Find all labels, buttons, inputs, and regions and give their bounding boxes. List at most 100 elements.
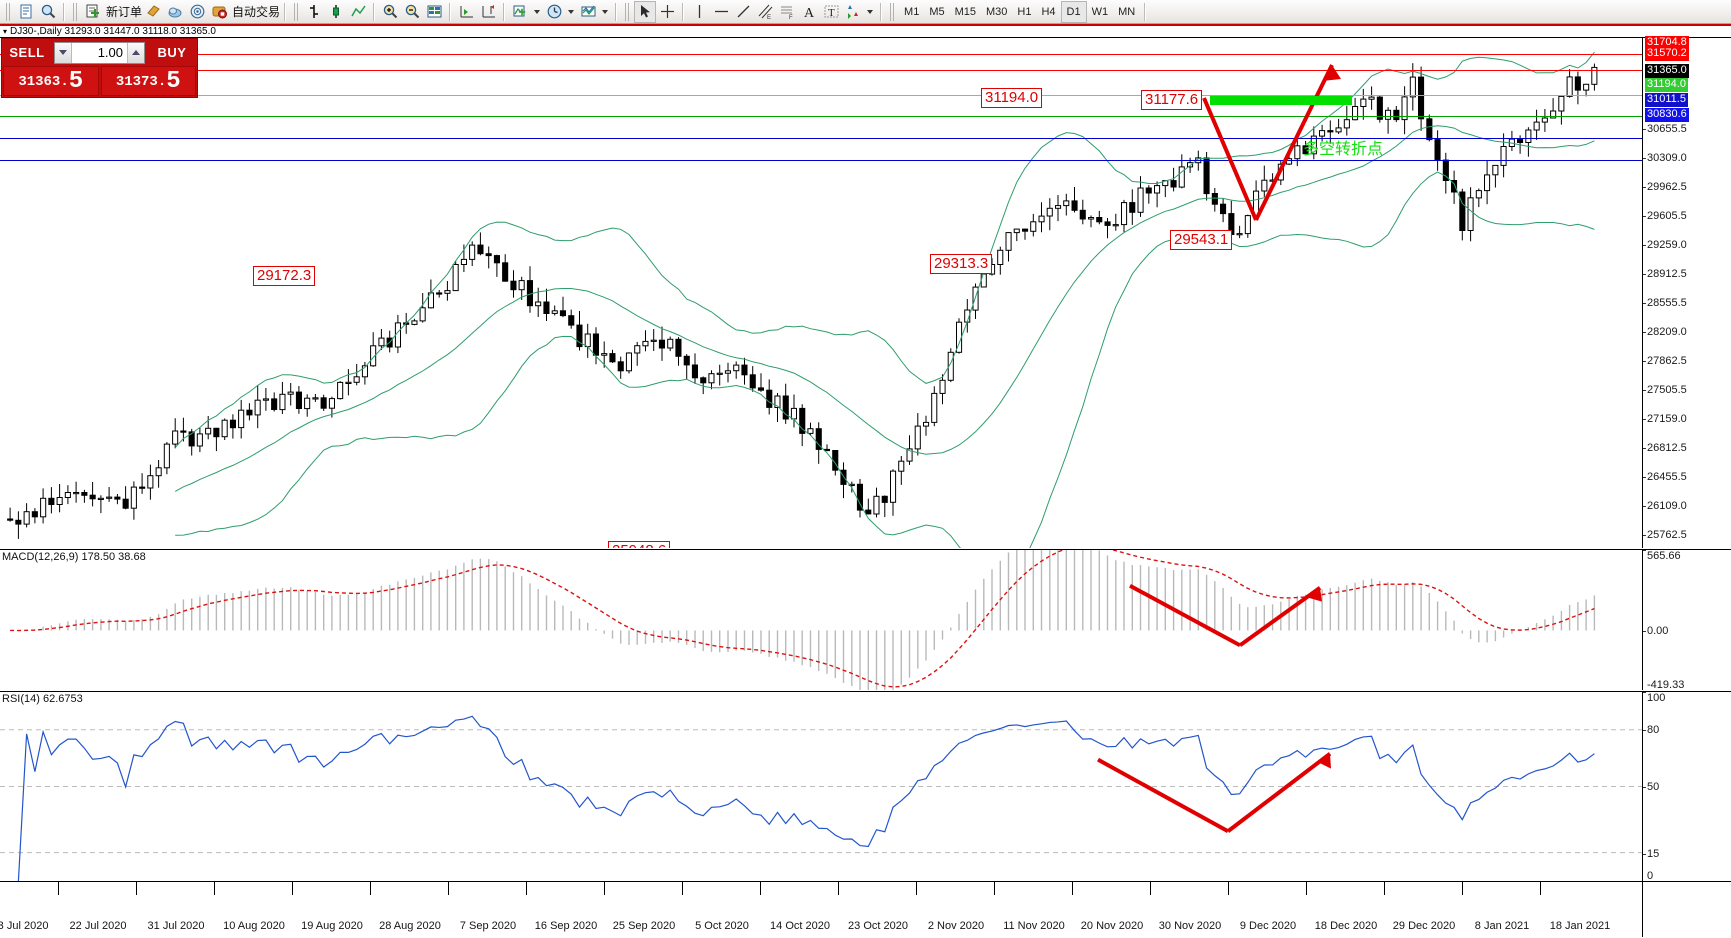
level-line-31570[interactable] [0,70,1642,71]
timeframe-h4[interactable]: H4 [1041,5,1056,18]
new-order-label: 新订单 [106,5,143,19]
horizontal-line-icon[interactable] [710,1,732,23]
new-order-icon[interactable] [82,1,104,23]
rsi-axis[interactable]: 100 80 50 15 0 [1642,692,1731,883]
chart-container[interactable]: 29172.3 25948.6 29313.3 31194.0 31177.6 … [0,35,1731,937]
time-axis-separator [760,882,761,895]
timeframe-mn[interactable]: MN [1118,5,1136,18]
time-axis[interactable]: 13 Jul 2020 22 Jul 2020 31 Jul 2020 10 Aug … [0,882,1642,938]
one-click-trading-panel[interactable]: SELL 1.00 BUY 31363. 5 31373. 5 [1,38,198,98]
macd-pane[interactable]: MACD(12,26,9) 178.50 38.68 565.66 0.00 -41… [0,549,1731,692]
chart-shift-icon[interactable] [455,1,477,23]
level-line-31194[interactable] [0,116,1642,117]
crosshair-icon[interactable] [656,1,678,23]
signal-icon[interactable] [186,1,208,23]
templates-icon[interactable] [577,1,599,23]
sell-price[interactable]: 31363. 5 [3,66,99,96]
timeframe-w1[interactable]: W1 [1091,5,1109,18]
price-tick-label: 25762.5 [1647,528,1687,541]
zoom-out-icon[interactable] [401,1,423,23]
price-level-label-31011-5[interactable]: 31011.5 [1645,92,1688,107]
new-chart-icon[interactable] [15,1,37,23]
price-pane[interactable]: 29172.3 25948.6 29313.3 31194.0 31177.6 … [0,35,1731,548]
svg-text:F: F [789,15,793,20]
macd-axis[interactable]: 565.66 0.00 -419.33 [1642,550,1731,692]
templates-chevron-down-icon[interactable] [602,9,609,14]
period-clock-icon[interactable] [543,1,565,23]
rsi-label: RSI(14) 62.6753 [2,693,83,705]
green-highlight-rectangle[interactable] [1210,96,1352,105]
ann-31177[interactable]: 31177.6 [1141,90,1203,110]
shapes-chevron-down-icon[interactable] [867,9,874,14]
rsi-pane[interactable]: RSI(14) 62.6753 100 80 50 15 0 [0,691,1731,883]
line-chart-icon[interactable] [347,1,369,23]
volume-decrease-button[interactable] [55,42,72,63]
level-line-30830[interactable] [0,160,1642,161]
ann-31194[interactable]: 31194.0 [981,88,1043,108]
time-axis-pane[interactable]: 13 Jul 2020 22 Jul 2020 31 Jul 2020 10 Aug … [0,881,1731,937]
price-axis[interactable]: 31704.8 31570.2 31365.0 31194.0 31011.5 30830… [1642,35,1731,548]
equidistant-channel-icon[interactable]: E [754,1,776,23]
timeframe-m30[interactable]: M30 [986,5,1008,18]
candlestick-chart-icon[interactable] [325,1,347,23]
volume-input[interactable]: 1.00 [72,42,127,63]
trendline-icon[interactable] [732,1,754,23]
price-level-label-31194-0[interactable]: 31194.0 [1645,77,1688,92]
toolbar-grip-3[interactable] [294,2,300,21]
auto-scroll-icon[interactable] [477,1,499,23]
volume-stepper[interactable]: 1.00 [54,41,145,64]
rsi-tick-mark [1643,853,1646,855]
ann-29543[interactable]: 29543.1 [1170,230,1233,250]
timeframe-m1[interactable]: M1 [904,5,920,18]
timeframe-d1[interactable]: D1 [1060,0,1087,23]
toolbar-separator-7 [682,2,685,21]
cursor-icon[interactable] [634,0,657,23]
chart-symbol-bar[interactable]: ▾ DJ30-,Daily 31293.0 31447.0 31118.0 31… [0,24,1731,38]
indicators-icon[interactable] [509,1,531,23]
timeframe-m5[interactable]: M5 [929,5,945,18]
data-window-icon[interactable] [423,1,445,23]
buy-price[interactable]: 31373. 5 [100,66,196,96]
toolbar-grip-4[interactable] [625,2,631,21]
text-label-icon[interactable]: T [820,1,842,23]
ann-29172[interactable]: 29172.3 [253,266,316,286]
text-icon[interactable]: A [798,1,820,23]
shapes-arrows-icon[interactable] [842,1,864,23]
ann-25948[interactable]: 25948.6 [608,541,671,548]
fibonacci-retracement-icon[interactable]: F [776,1,798,23]
volume-increase-button[interactable] [127,42,144,63]
metaeditor-icon[interactable] [142,1,164,23]
zoom-in-icon[interactable] [379,1,401,23]
rsi-plot-area[interactable] [0,692,1642,881]
price-level-label-31570-2[interactable]: 31570.2 [1645,46,1689,61]
view-magnifier-icon[interactable] [37,1,59,23]
macd-trendline-drawings[interactable] [0,550,1642,690]
rsi-tick-label: 50 [1647,781,1660,793]
auto-trading-icon[interactable] [208,1,230,23]
period-chevron-down-icon[interactable] [568,9,575,14]
timeframe-m15[interactable]: M15 [954,5,976,18]
level-line-31011[interactable] [0,138,1642,139]
bar-chart-icon[interactable] [303,1,325,23]
price-plot-area[interactable]: 29172.3 25948.6 29313.3 31194.0 31177.6 … [0,38,1642,548]
chart-menu-arrow-icon[interactable]: ▾ [3,27,8,36]
toolbar-grip-5[interactable] [890,2,896,21]
price-level-label-30830-6[interactable]: 30830.6 [1645,107,1689,122]
price-level-label-31704-8[interactable]: 31704.8 [1645,35,1689,50]
chinese-note-turning-point[interactable]: 多空转折点 [1303,139,1384,158]
sell-button[interactable]: SELL [9,45,45,60]
ann-29313[interactable]: 29313.3 [930,254,993,274]
toolbar-grip[interactable] [6,2,11,21]
price-level-label-31365-0[interactable]: 31365.0 [1645,63,1689,78]
level-line-31704[interactable] [0,54,1642,55]
indicators-chevron-down-icon[interactable] [534,9,541,14]
macd-plot-area[interactable] [0,550,1642,690]
price-candles [7,51,1598,548]
buy-button[interactable]: BUY [157,45,187,60]
vertical-line-icon[interactable] [688,1,710,23]
toolbar-grip-2[interactable] [73,2,78,21]
timeframe-h1[interactable]: H1 [1017,5,1032,18]
rsi-trendline-drawings[interactable] [0,692,1642,881]
trendline-drawings[interactable] [0,38,1642,548]
cloud-icon[interactable] [164,1,186,23]
